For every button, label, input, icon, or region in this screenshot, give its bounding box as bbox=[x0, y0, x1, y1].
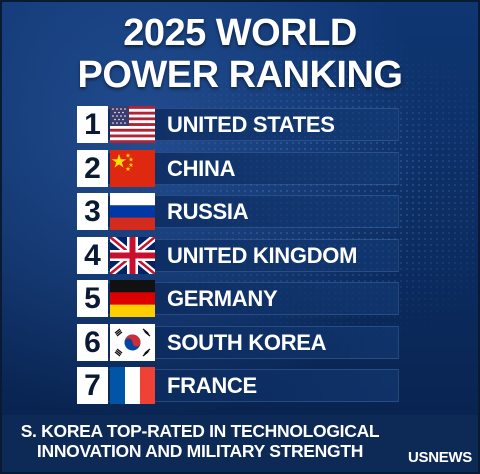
ranking-row-5: 5 GERMANY bbox=[77, 280, 399, 317]
country-name: FRANCE bbox=[167, 373, 257, 398]
subtitle-line-2: INNOVATION AND MILITARY STRENGTH bbox=[36, 441, 364, 461]
rank-number: 2 bbox=[77, 149, 108, 187]
ranking-row-7: 7 FRANCE bbox=[77, 367, 399, 404]
page-title: 2025 WORLD POWER RANKING bbox=[2, 12, 478, 96]
us-flag-icon bbox=[110, 106, 155, 143]
footer-banner: S. KOREA TOP-RATED IN TECHNOLOGICAL INNO… bbox=[2, 415, 478, 472]
ranking-row-3: 3 RUSSIA bbox=[77, 193, 399, 230]
ranking-row-2: 2 CHINA bbox=[77, 149, 399, 187]
country-name: SOUTH KOREA bbox=[167, 329, 327, 355]
russia-flag-icon bbox=[110, 193, 155, 230]
ranking-row-4: 4 UNITED KINGDOM bbox=[77, 236, 399, 274]
rank-number: 5 bbox=[77, 280, 108, 317]
country-name: UNITED KINGDOM bbox=[167, 242, 358, 268]
china-flag-icon bbox=[110, 149, 155, 187]
rank-number: 7 bbox=[77, 367, 108, 404]
france-flag-icon bbox=[110, 367, 155, 404]
source-label: USNEWS bbox=[407, 449, 472, 466]
germany-flag-icon bbox=[110, 280, 155, 317]
ranking-list: 1 bbox=[77, 106, 399, 411]
rank-number: 1 bbox=[77, 106, 108, 143]
title-line-1: 2025 WORLD bbox=[123, 12, 357, 54]
ranking-row-1: 1 bbox=[77, 106, 399, 143]
subtitle-line-1: S. KOREA TOP-RATED IN TECHNOLOGICAL bbox=[20, 421, 380, 441]
south-korea-flag-icon bbox=[110, 323, 155, 361]
rank-number: 3 bbox=[77, 193, 108, 230]
rank-number: 4 bbox=[77, 236, 108, 274]
title-line-2: POWER RANKING bbox=[77, 54, 403, 96]
country-name: CHINA bbox=[167, 155, 236, 181]
country-name: RUSSIA bbox=[167, 199, 249, 224]
country-name: GERMANY bbox=[167, 286, 278, 311]
country-name: UNITED STATES bbox=[167, 112, 335, 137]
subtitle: S. KOREA TOP-RATED IN TECHNOLOGICAL INNO… bbox=[10, 421, 390, 461]
ranking-row-6: 6 SOUTH KOREA bbox=[77, 323, 399, 361]
uk-flag-icon bbox=[110, 236, 155, 274]
rank-number: 6 bbox=[77, 323, 108, 361]
